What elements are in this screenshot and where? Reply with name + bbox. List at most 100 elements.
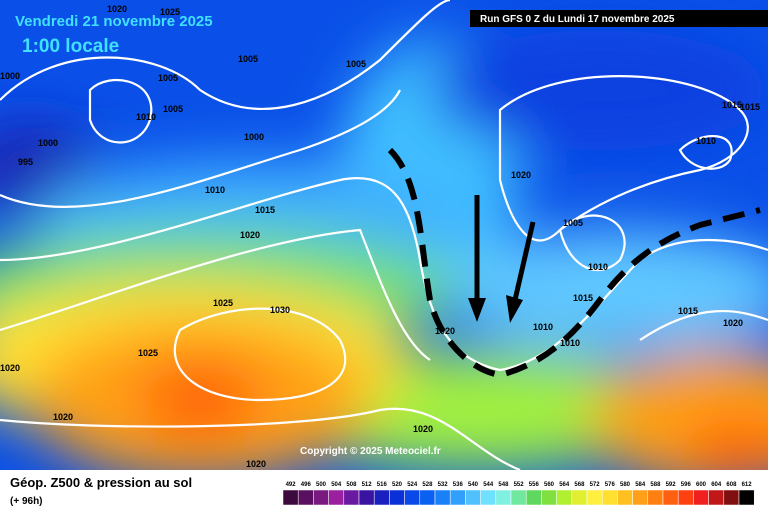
footer-title: Géop. Z500 & pression au sol [10,475,192,490]
scale-label: 556 [529,482,540,488]
scale-swatch [632,489,649,506]
isobar-label: 1010 [696,136,716,146]
isobar-label: 1020 [246,459,266,469]
scale-swatch [738,489,755,506]
isobar-label: 1005 [346,59,366,69]
scale-label: 544 [483,482,494,488]
run-info: Run GFS 0 Z du Lundi 17 novembre 2025 [480,14,675,25]
scale-swatch [465,489,481,506]
copyright: Copyright © 2025 Meteociel.fr [300,446,441,457]
isobar-label: 1020 [0,363,20,373]
isobar-label: 1015 [573,293,593,303]
scale-swatch [495,489,512,506]
scale-swatch [708,489,725,506]
local-time: 1:00 locale [22,36,119,57]
scale-label: 540 [468,482,479,488]
isobar-label: 1030 [270,305,290,315]
isobar-label: 1010 [205,185,225,195]
scale-label: 512 [362,482,373,488]
isobar-label: 1015 [740,102,760,112]
isobar-label: 1015 [255,205,275,215]
scale-swatch [328,489,345,506]
footer-lead: (+ 96h) [10,496,43,507]
arrows [387,147,761,379]
isobar-label: 1010 [560,338,580,348]
isobar-label: 1015 [722,100,742,110]
isobar-label: 1000 [244,132,264,142]
scale-swatch [389,489,405,506]
scale-label: 612 [742,482,753,488]
isobar-label: 1025 [213,298,233,308]
scale-swatch [510,489,527,506]
scale-label: 520 [392,482,403,488]
isobar-label: 1025 [138,348,158,358]
scale-swatch [693,489,709,506]
scale-swatch [525,489,542,506]
scale-label: 548 [498,482,509,488]
scale-swatch [404,489,421,506]
scale-label: 588 [650,482,661,488]
scale-label: 560 [544,482,555,488]
scale-swatch [282,489,299,506]
scale-label: 600 [696,482,707,488]
isobar-label: 1015 [678,306,698,316]
scale-swatch [419,489,436,506]
isobar-label: 1020 [413,424,433,434]
isobar-label: 1020 [53,412,73,422]
scale-swatch [480,489,497,506]
scale-label: 568 [574,482,585,488]
color-scale: 492 496 500 504 508 512 516 520 524 528 532 536 540 5… [282,482,755,506]
scale-swatch [571,489,588,506]
isobar-label: 1005 [238,54,258,64]
scale-swatch [358,489,375,506]
scale-swatch [373,489,390,506]
scale-label: 516 [377,482,388,488]
scale-label: 496 [301,482,312,488]
isobar-label: 1025 [160,7,180,17]
isobar-label: 1010 [136,112,156,122]
scale-label: 508 [346,482,357,488]
isobar-label: 1020 [511,170,531,180]
scale-label: 528 [422,482,433,488]
scale-swatch [297,489,314,506]
scale-label: 504 [331,482,342,488]
scale-label: 552 [514,482,525,488]
scale-label: 524 [407,482,418,488]
scale-label: 584 [635,482,646,488]
scale-label: 576 [605,482,616,488]
map: 1020 1025 1000 1005 1005 1005 1005 1010 1000 995 1… [0,0,768,470]
scale-label: 572 [590,482,601,488]
isobar-label: 1020 [435,326,455,336]
isobar-label: 1010 [588,262,608,272]
isobar-label: 1020 [107,4,127,14]
scale-label: 604 [711,482,722,488]
scale-swatch [647,489,664,506]
isobar-label: 1000 [38,138,58,148]
isobar-label: 1005 [163,104,183,114]
scale-label: 532 [438,482,449,488]
scale-swatch [601,489,618,506]
isobar-label: 1005 [563,218,583,228]
isobar-labels: 1020 1025 1000 1005 1005 1005 1005 1010 1000 995 1… [0,4,760,469]
scale-swatch [662,489,679,506]
isobar-label: 1020 [723,318,743,328]
scale-swatch [556,489,573,506]
scale-label: 596 [681,482,692,488]
scale-label: 492 [286,482,297,488]
scale-swatch [434,489,451,506]
isobar-label: 1005 [158,73,178,83]
scale-swatch [617,489,633,506]
scale-label: 592 [666,482,677,488]
scale-swatch [723,489,740,506]
isobar-label: 1000 [0,71,20,81]
scale-label: 564 [559,482,570,488]
scale-label: 500 [316,482,327,488]
valid-time: Vendredi 21 novembre 2025 [15,13,213,30]
scale-swatch [343,489,360,506]
scale-label: 580 [620,482,631,488]
isobar-label: 995 [18,157,33,167]
scale-swatch [677,489,694,506]
scale-label: 608 [726,482,737,488]
scale-swatch [541,489,557,506]
